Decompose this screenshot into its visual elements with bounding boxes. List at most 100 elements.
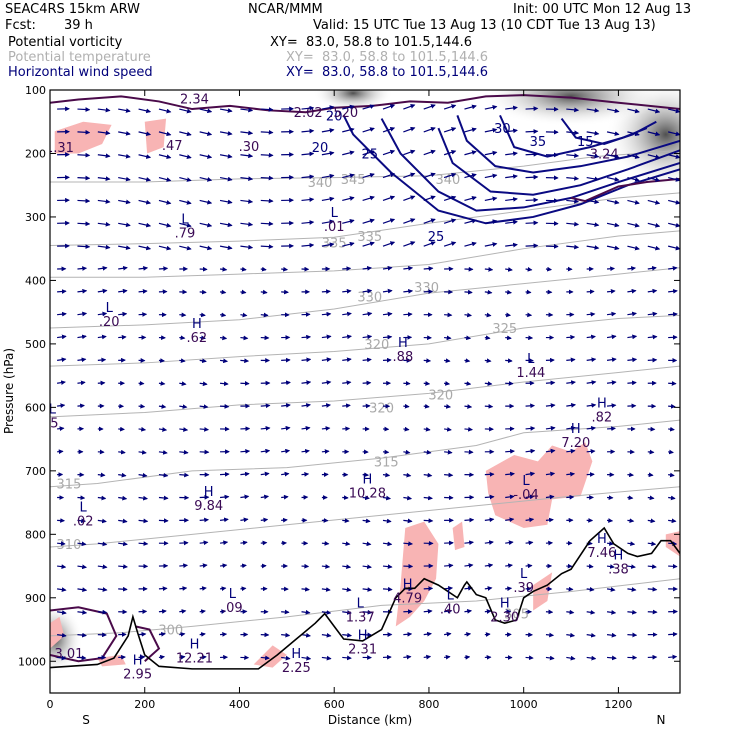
wind-vector — [484, 127, 498, 133]
wind-vector — [199, 312, 206, 318]
wind-vector — [57, 380, 66, 386]
extremum-marker: H — [190, 638, 200, 653]
wind-vector — [606, 131, 620, 136]
wind-vector — [627, 495, 634, 501]
wind-vector — [668, 426, 675, 432]
wind-vector — [57, 541, 66, 546]
wind-vector — [423, 449, 432, 455]
wind-vector — [586, 655, 597, 661]
wind-vector — [586, 222, 600, 227]
wind-vector — [158, 266, 169, 272]
extremum-value: 12.21 — [176, 652, 213, 667]
wind-vector — [668, 403, 676, 409]
wind-vector — [403, 288, 414, 294]
wind-vector — [382, 518, 392, 524]
extremum-value: 1.37 — [346, 610, 375, 625]
wind-vector — [464, 104, 477, 110]
wind-vector — [158, 495, 169, 501]
wind-vector — [199, 335, 206, 341]
y-tick-label: 400 — [25, 274, 46, 287]
wind-vector — [403, 172, 416, 179]
wind-vector — [158, 654, 165, 660]
wind-speed-label: 20 — [312, 141, 329, 156]
wind-vector — [301, 197, 315, 203]
wind-vector — [220, 632, 228, 637]
wind-vector — [525, 197, 539, 203]
wind-vector — [118, 449, 126, 455]
wind-vector — [668, 265, 678, 271]
wind-vector — [57, 655, 67, 661]
wind-vector — [586, 176, 600, 182]
wind-vector — [240, 358, 250, 364]
wind-vector — [158, 199, 172, 205]
pv-label: .30 — [239, 140, 260, 155]
wind-vector — [444, 631, 452, 637]
wind-vector — [321, 632, 332, 638]
wind-vector — [342, 380, 352, 386]
pv-contour — [135, 625, 161, 663]
wind-vector — [606, 518, 614, 523]
wind-vector — [545, 655, 555, 661]
wind-vector — [586, 586, 595, 592]
wind-vector — [118, 426, 125, 432]
wind-speed-label: 15 — [577, 135, 594, 150]
wind-vector — [97, 199, 111, 204]
wind-vector — [464, 335, 472, 341]
wind-vector — [342, 403, 351, 409]
wind-vector — [444, 358, 451, 364]
wind-vector — [647, 108, 661, 114]
wind-vector — [606, 154, 620, 159]
extremum-marker: H — [614, 549, 624, 564]
wind-vector — [444, 608, 453, 614]
y-tick-label: 300 — [25, 211, 46, 224]
wind-vector — [423, 172, 436, 179]
wind-vector — [545, 266, 552, 272]
wind-vector — [505, 335, 512, 341]
theta-label: 330 — [357, 290, 382, 305]
wind-vector — [97, 130, 111, 136]
wind-vector — [423, 631, 432, 637]
theta-label: 340 — [435, 173, 460, 188]
y-tick-label: 500 — [25, 338, 46, 351]
wind-vector — [423, 426, 431, 432]
wind-vector — [484, 335, 491, 341]
wind-vector — [199, 358, 207, 364]
extremum-marker: H — [597, 396, 607, 411]
wind-vector — [606, 199, 620, 205]
x-tick-label: 200 — [134, 698, 155, 711]
wind-vector — [627, 380, 637, 386]
x-tick-label: 400 — [229, 698, 250, 711]
wind-vector — [545, 448, 556, 454]
theta-contour — [50, 365, 680, 418]
wind-vector — [77, 311, 88, 317]
wind-vector — [321, 289, 331, 294]
wind-vector — [647, 245, 661, 251]
pv-label: .520 — [329, 106, 358, 121]
theta-label: 320 — [428, 389, 453, 404]
wind-vector — [362, 609, 373, 615]
init-label: Init: 00 UTC Mon 12 Aug 13 — [513, 2, 692, 17]
pv-contour — [50, 606, 118, 663]
wind-vector — [362, 266, 372, 271]
wind-vector — [362, 587, 373, 592]
wind-vector — [606, 587, 616, 592]
wind-vector — [301, 403, 311, 408]
x-tick-label: 1000 — [510, 698, 538, 711]
wind-vector — [403, 311, 413, 317]
wind-vector — [545, 425, 556, 431]
field-name-pv: Potential vorticity — [8, 35, 123, 50]
wind-vector — [281, 289, 289, 295]
wind-vector — [362, 150, 375, 156]
wind-vector — [281, 448, 291, 454]
extremum-value: 9.84 — [194, 499, 223, 514]
wind-vector — [505, 174, 518, 179]
extremum-marker: H — [398, 336, 408, 351]
wind-vector — [199, 131, 213, 137]
wind-vector — [301, 586, 310, 592]
wind-vector — [627, 609, 637, 615]
wind-vector — [525, 403, 536, 409]
wind-vector — [525, 129, 539, 134]
wind-vector — [668, 654, 678, 660]
extremum-marker: H — [291, 647, 301, 662]
wind-vector — [627, 154, 640, 159]
